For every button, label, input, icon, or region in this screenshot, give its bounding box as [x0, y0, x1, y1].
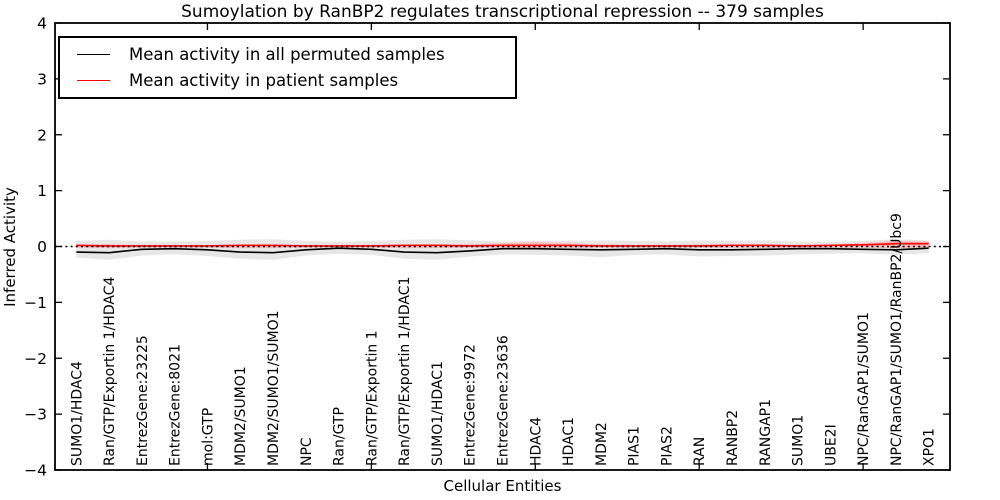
x-tick-label: SUMO1/HDAC4	[69, 361, 85, 466]
x-axis-label: Cellular Entities	[443, 477, 562, 495]
x-tick-label: SUMO1/HDAC1	[430, 361, 446, 466]
legend-label-permuted: Mean activity in all permuted samples	[129, 44, 445, 64]
x-tick-label: SUMO1	[791, 415, 807, 466]
legend: Mean activity in all permuted samples Me…	[58, 36, 517, 99]
x-tick-label: HDAC4	[528, 417, 544, 466]
permuted-line-swatch	[77, 53, 110, 55]
x-tick-label: NPC	[299, 437, 315, 466]
x-tick-label: MDM2/SUMO1/SUMO1	[266, 310, 282, 466]
x-tick-label: XPO1	[922, 428, 938, 466]
x-tick-label: EntrezGene:8021	[168, 344, 184, 466]
legend-entry-patient: Mean activity in patient samples	[68, 71, 507, 90]
x-tick-label: RANGAP1	[758, 399, 774, 466]
legend-label-patient: Mean activity in patient samples	[129, 71, 399, 91]
x-tick-label: MDM2/SUMO1	[233, 366, 249, 466]
x-tick-label: NPC/RanGAP1/SUMO1/RanBP2/Ubc9	[889, 213, 905, 466]
chart-title: Sumoylation by RanBP2 regulates transcri…	[181, 2, 824, 22]
y-tick-label: −4	[24, 462, 47, 480]
patient-line-swatch	[77, 80, 110, 82]
x-tick-label: Ran/GTP/Exportin 1	[364, 330, 380, 466]
x-tick-label: Ran/GTP	[332, 407, 348, 466]
y-tick-label: 2	[37, 126, 47, 144]
patient-mean-line	[76, 242, 929, 247]
y-tick-label: −1	[24, 294, 47, 312]
y-tick-label: −2	[24, 350, 47, 368]
x-tick-label: Ran/GTP/Exportin 1/HDAC4	[102, 277, 118, 466]
x-tick-label: UBE2I	[823, 424, 839, 466]
x-tick-label: PIAS2	[659, 426, 675, 466]
y-axis-label: Inferred Activity	[1, 187, 19, 307]
y-tick-label: −3	[24, 406, 47, 424]
x-tick-label: NPC/RanGAP1/SUMO1	[856, 312, 872, 466]
permuted-mean-line	[76, 247, 929, 254]
y-tick-label: 4	[37, 15, 47, 33]
y-tick-label: 3	[37, 70, 47, 88]
x-tick-label: EntrezGene:23225	[135, 335, 151, 466]
x-tick-label: RANBP2	[725, 410, 741, 466]
x-tick-label: RAN	[692, 437, 708, 466]
x-tick-label: Ran/GTP/Exportin 1/HDAC1	[397, 277, 413, 466]
x-tick-label: EntrezGene:23636	[496, 335, 512, 466]
x-tick-label: HDAC1	[561, 417, 577, 466]
x-tick-label: mol:GTP	[200, 408, 216, 466]
legend-entry-permuted: Mean activity in all permuted samples	[68, 45, 507, 64]
y-tick-label: 0	[37, 238, 47, 256]
x-tick-label: EntrezGene:9972	[463, 344, 479, 466]
y-tick-label: 1	[37, 182, 47, 200]
x-tick-label: MDM2	[594, 422, 610, 466]
x-tick-label: PIAS1	[627, 426, 643, 466]
